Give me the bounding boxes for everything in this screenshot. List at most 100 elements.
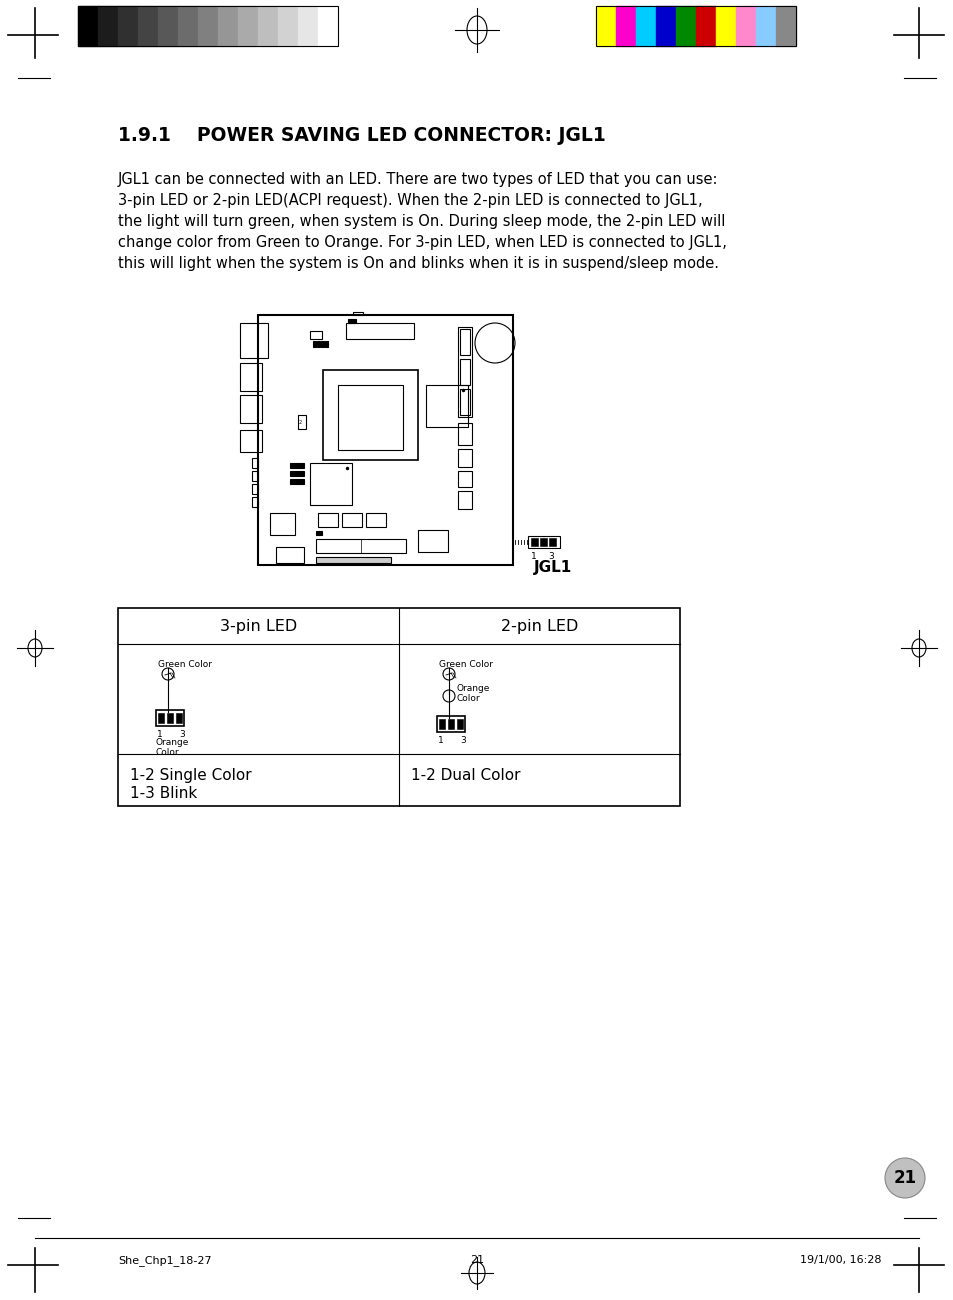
Bar [341, 514, 361, 526]
Bar [457, 328, 472, 417]
Bar [353, 312, 363, 315]
Bar [548, 538, 556, 546]
Text: 1-2 Single Color: 1-2 Single Color [130, 768, 252, 783]
Circle shape [884, 1158, 924, 1199]
Bar [270, 514, 294, 536]
Bar [297, 6, 317, 46]
Bar [175, 712, 182, 723]
Bar [78, 6, 98, 46]
Text: 1: 1 [531, 552, 537, 562]
Text: 3-pin LED or 2-pin LED(ACPI request). When the 2-pin LED is connected to JGL1,: 3-pin LED or 2-pin LED(ACPI request). Wh… [118, 192, 702, 208]
Text: the light will turn green, when system is On. During sleep mode, the 2-pin LED w: the light will turn green, when system i… [118, 214, 724, 229]
Bar [337, 385, 402, 450]
Bar [696, 6, 716, 46]
Bar [315, 530, 322, 536]
Bar [417, 530, 448, 552]
Bar [257, 6, 277, 46]
Text: 21: 21 [893, 1169, 916, 1187]
Bar [676, 6, 696, 46]
Bar [457, 471, 472, 488]
Bar [252, 458, 257, 468]
Bar [616, 6, 636, 46]
Bar [218, 6, 237, 46]
Bar [275, 547, 304, 563]
Text: Color: Color [156, 747, 179, 757]
Bar [277, 6, 297, 46]
Bar [323, 370, 417, 460]
Text: She_Chp1_18-27: She_Chp1_18-27 [118, 1254, 212, 1266]
Bar [240, 363, 262, 391]
Text: JGL1 can be connected with an LED. There are two types of LED that you can use:: JGL1 can be connected with an LED. There… [118, 172, 718, 187]
Bar [167, 712, 172, 723]
Bar [366, 514, 386, 526]
Bar [436, 716, 464, 732]
Text: 1-2 Dual Color: 1-2 Dual Color [411, 768, 520, 783]
Bar [775, 6, 795, 46]
Bar [290, 471, 304, 476]
Bar [138, 6, 158, 46]
Text: 21: 21 [470, 1254, 483, 1265]
Bar [310, 463, 352, 504]
Bar [315, 556, 391, 563]
Bar [636, 6, 656, 46]
Bar [297, 415, 306, 429]
Bar [448, 719, 454, 729]
Bar [252, 471, 257, 481]
Bar [237, 6, 257, 46]
Text: change color from Green to Orange. For 3-pin LED, when LED is connected to JGL1,: change color from Green to Orange. For 3… [118, 235, 726, 250]
Text: JGL1: JGL1 [534, 560, 572, 575]
Text: this will light when the system is On and blinks when it is in suspend/sleep mod: this will light when the system is On an… [118, 256, 719, 270]
Bar [596, 6, 795, 46]
Bar [531, 538, 537, 546]
Bar [348, 318, 355, 322]
Bar [257, 315, 513, 566]
Bar [457, 491, 472, 510]
Text: 3: 3 [459, 736, 465, 745]
Bar [178, 6, 198, 46]
Bar [596, 6, 616, 46]
Bar [310, 332, 322, 339]
Text: Orange: Orange [156, 738, 190, 748]
Bar [317, 514, 337, 526]
Bar [252, 484, 257, 494]
Bar [426, 385, 468, 426]
Bar [459, 359, 470, 385]
Bar [459, 329, 470, 355]
Text: 1: 1 [157, 731, 163, 738]
Text: 3: 3 [179, 731, 185, 738]
Text: 1.9.1    POWER SAVING LED CONNECTOR: JGL1: 1.9.1 POWER SAVING LED CONNECTOR: JGL1 [118, 126, 605, 146]
Bar [316, 341, 319, 347]
Bar [527, 536, 559, 549]
Bar [438, 719, 444, 729]
Bar [158, 712, 164, 723]
Text: 19/1/00, 16:28: 19/1/00, 16:28 [800, 1254, 881, 1265]
Bar [313, 341, 315, 347]
Text: Orange: Orange [456, 684, 490, 693]
Bar [735, 6, 755, 46]
Text: Green Color: Green Color [158, 660, 212, 670]
Text: 2: 2 [298, 420, 301, 425]
Bar [240, 322, 268, 358]
Bar [656, 6, 676, 46]
Bar [325, 341, 328, 347]
Text: 1-3 Blink: 1-3 Blink [130, 786, 197, 801]
Bar [317, 6, 337, 46]
Bar [98, 6, 118, 46]
Bar [315, 540, 406, 552]
Bar [290, 478, 304, 484]
Bar [78, 6, 337, 46]
Bar [716, 6, 735, 46]
Bar [118, 6, 138, 46]
Bar [156, 710, 184, 725]
Bar [459, 389, 470, 415]
Bar [198, 6, 218, 46]
Text: 2-pin LED: 2-pin LED [500, 619, 578, 633]
Bar [457, 422, 472, 445]
Bar [346, 322, 414, 339]
Bar [290, 463, 304, 468]
Text: 3: 3 [547, 552, 553, 562]
Bar [240, 395, 262, 422]
Bar [252, 497, 257, 507]
Bar [457, 448, 472, 467]
Text: 1: 1 [437, 736, 443, 745]
